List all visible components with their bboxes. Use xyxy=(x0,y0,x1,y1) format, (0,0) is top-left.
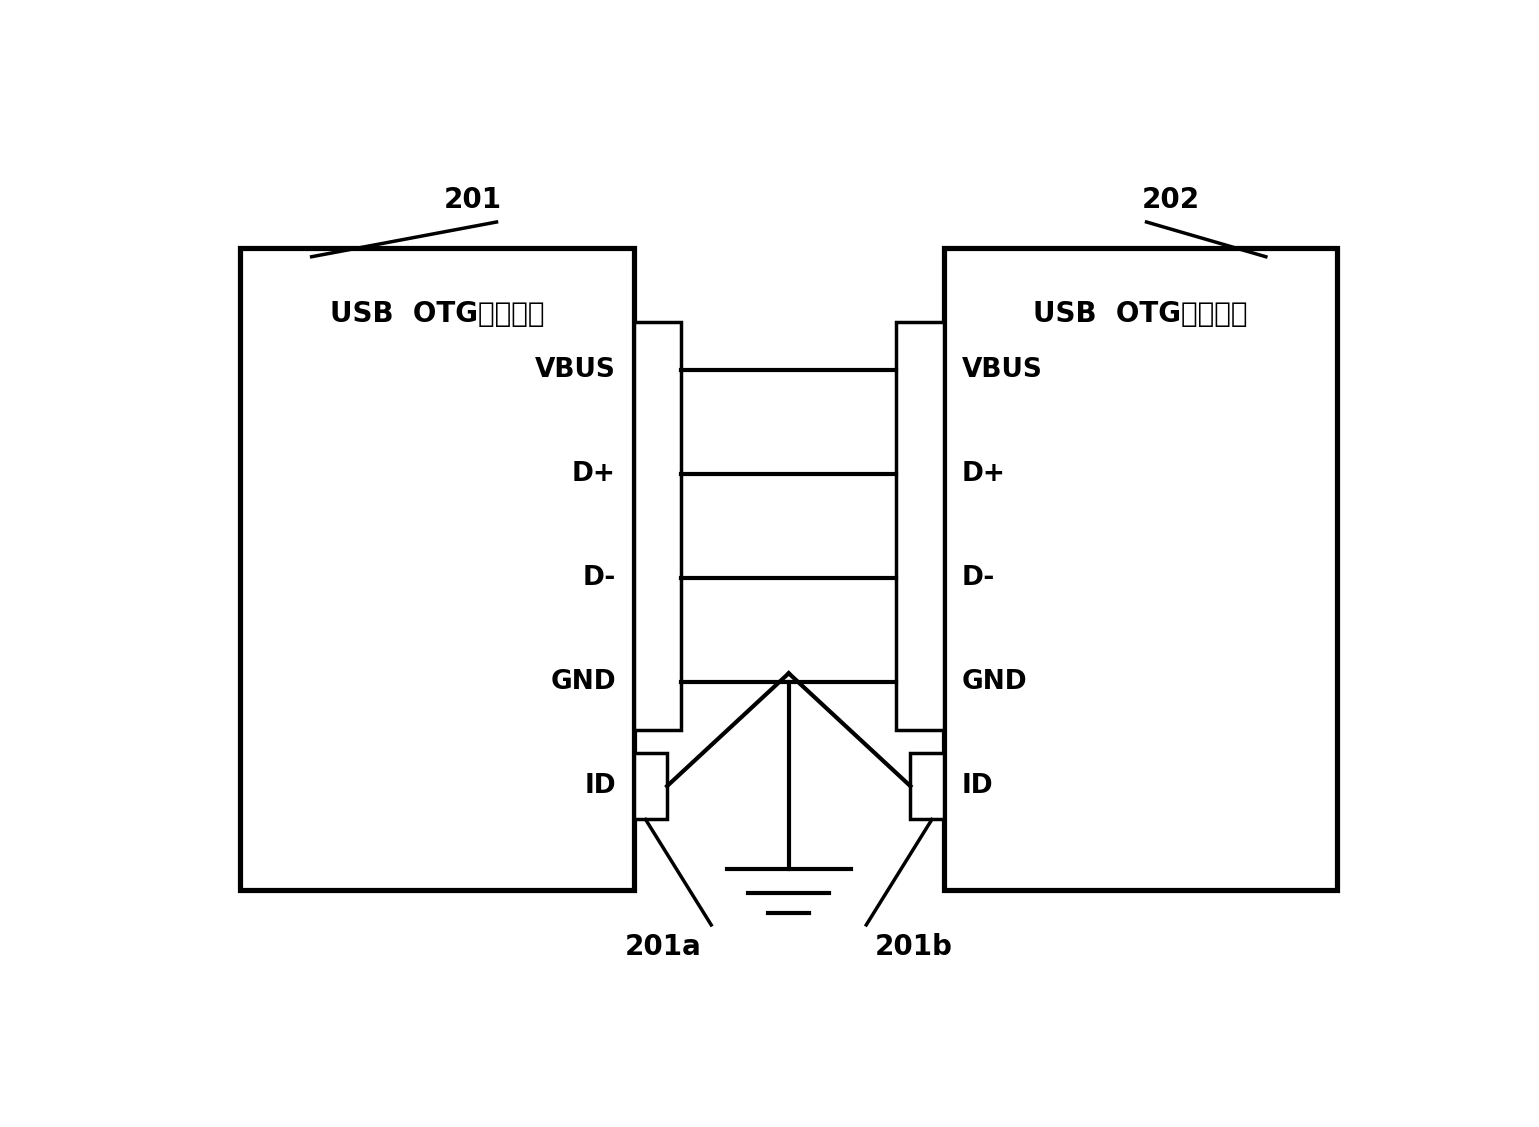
Text: GND: GND xyxy=(962,669,1028,695)
Bar xyxy=(240,248,634,890)
Text: GND: GND xyxy=(549,669,616,695)
Text: D-: D- xyxy=(962,565,994,591)
Bar xyxy=(634,753,666,819)
Text: VBUS: VBUS xyxy=(962,356,1042,382)
Text: USB  OTG主机设备: USB OTG主机设备 xyxy=(329,300,545,328)
Bar xyxy=(911,753,943,819)
Text: 201a: 201a xyxy=(625,933,702,960)
Bar xyxy=(634,322,682,729)
Text: 202: 202 xyxy=(1142,186,1199,214)
Text: USB  OTG周边设备: USB OTG周边设备 xyxy=(1033,300,1248,328)
Text: ID: ID xyxy=(585,773,616,799)
Bar xyxy=(943,248,1337,890)
Text: ID: ID xyxy=(962,773,993,799)
Text: D+: D+ xyxy=(573,461,616,487)
Text: 201b: 201b xyxy=(876,933,953,960)
Bar xyxy=(896,322,943,729)
Text: D-: D- xyxy=(583,565,616,591)
Text: D+: D+ xyxy=(962,461,1005,487)
Text: VBUS: VBUS xyxy=(536,356,616,382)
Text: 201: 201 xyxy=(443,186,502,214)
